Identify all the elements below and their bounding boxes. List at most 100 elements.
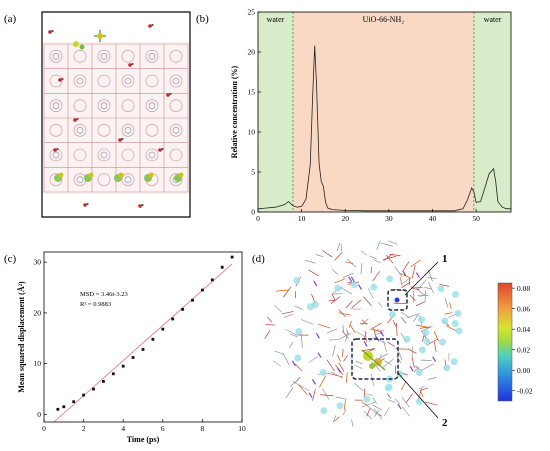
amine-group bbox=[415, 272, 420, 278]
mof-lattice bbox=[43, 43, 189, 193]
framework-bond bbox=[348, 320, 352, 328]
linker-ring bbox=[169, 148, 183, 162]
framework-bond bbox=[444, 312, 453, 315]
zr-cluster bbox=[438, 338, 446, 346]
zr-cluster bbox=[422, 329, 430, 337]
water-oxygen bbox=[58, 78, 62, 82]
zr-cluster bbox=[443, 364, 451, 372]
framework-bond bbox=[410, 259, 421, 268]
linker-ring bbox=[145, 99, 159, 113]
framework-bond bbox=[282, 353, 290, 366]
framework-bond bbox=[267, 316, 272, 323]
water-hydrogen bbox=[121, 137, 124, 141]
water-oxygen bbox=[148, 24, 152, 28]
framework-bond bbox=[427, 269, 433, 282]
cluster-node bbox=[100, 52, 108, 60]
zr-cluster bbox=[418, 346, 426, 354]
framework-bond bbox=[417, 279, 427, 290]
framework-bond bbox=[304, 259, 316, 264]
framework-bond bbox=[342, 409, 347, 416]
x-ticks-c: 0 2 4 6 8 10 bbox=[42, 419, 246, 433]
y-tick-label-b: 25 bbox=[248, 8, 256, 17]
fit-line bbox=[53, 263, 233, 423]
framework-bond bbox=[298, 384, 308, 396]
framework-bond bbox=[328, 299, 337, 302]
framework-bond bbox=[343, 400, 346, 411]
framework-bond bbox=[400, 380, 407, 391]
msd-point bbox=[230, 255, 234, 259]
highlight-box-1 bbox=[387, 289, 408, 311]
highlight-molecule-2 bbox=[361, 349, 386, 371]
cluster-node bbox=[172, 126, 180, 134]
colorbar-tick-label: 0.04 bbox=[517, 325, 530, 334]
linker-ring bbox=[97, 49, 111, 63]
framework-bond bbox=[433, 331, 439, 342]
x-tick-label-b: 20 bbox=[341, 214, 349, 223]
framework-bond bbox=[319, 375, 326, 388]
framework-bond bbox=[363, 332, 367, 339]
adsorbed-species bbox=[88, 172, 94, 178]
colorbar: 0.08 0.06 0.04 0.02 0.00 -0.02 bbox=[497, 282, 533, 402]
framework-bond bbox=[402, 406, 410, 417]
plot-frame-b bbox=[257, 11, 512, 213]
msd-points bbox=[56, 255, 234, 411]
framework-bond bbox=[427, 377, 437, 380]
water-hydrogen bbox=[61, 77, 64, 81]
amine-group bbox=[363, 341, 368, 347]
framework-bond bbox=[355, 330, 367, 338]
framework-bond bbox=[424, 290, 426, 303]
amine-group bbox=[311, 379, 316, 385]
water-hydrogen bbox=[76, 117, 79, 121]
framework-bond bbox=[322, 387, 330, 400]
msd-point bbox=[82, 393, 85, 397]
framework-bond bbox=[371, 360, 381, 372]
framework-bond bbox=[331, 269, 339, 275]
amine-group bbox=[432, 356, 437, 362]
y-tick-label-c: 10 bbox=[34, 359, 42, 368]
framework-bond bbox=[420, 387, 429, 391]
framework-bond bbox=[439, 283, 449, 287]
framework-bond bbox=[342, 324, 344, 332]
water-oxygen bbox=[138, 204, 142, 208]
msd-point bbox=[191, 298, 194, 302]
framework-bond bbox=[369, 322, 382, 331]
framework-bond bbox=[334, 416, 340, 422]
framework-bond bbox=[406, 313, 418, 319]
msd-point bbox=[72, 400, 76, 404]
zr-cluster bbox=[311, 301, 319, 309]
msd-point bbox=[111, 372, 115, 376]
annotation-1: 1 bbox=[442, 253, 448, 265]
colorbar-tick-label: -0.02 bbox=[517, 387, 533, 396]
framework-bond bbox=[320, 394, 334, 396]
framework-bond bbox=[364, 330, 368, 343]
panel-d-label: (d) bbox=[252, 253, 265, 265]
framework-bond bbox=[345, 300, 353, 309]
linker-ring bbox=[97, 99, 111, 113]
panel-a-structure bbox=[41, 11, 191, 218]
framework-bond bbox=[295, 363, 303, 372]
framework-bond bbox=[363, 296, 372, 306]
framework-bond bbox=[326, 359, 335, 372]
framework-bond bbox=[387, 393, 392, 399]
framework-bond bbox=[346, 372, 348, 383]
framework-bond bbox=[405, 393, 413, 404]
zr-cluster bbox=[455, 327, 463, 335]
pointer-line-2 bbox=[397, 372, 439, 419]
zr-cluster bbox=[294, 354, 302, 362]
framework-bond bbox=[365, 393, 373, 396]
framework-bond bbox=[312, 388, 316, 401]
framework-bond bbox=[415, 301, 425, 307]
region-water-right bbox=[473, 12, 511, 212]
framework-bond bbox=[336, 396, 348, 400]
zr-cluster bbox=[388, 310, 396, 318]
framework-bond bbox=[374, 410, 380, 417]
framework-bond bbox=[272, 360, 282, 367]
solute-molecule bbox=[73, 30, 106, 50]
colorbar-tick-label: 0.08 bbox=[517, 284, 530, 293]
y-ticks-c: 0 10 20 30 bbox=[34, 258, 47, 419]
framework-bond bbox=[366, 407, 371, 417]
framework-bond bbox=[401, 281, 411, 289]
plot-frame-c bbox=[43, 251, 243, 423]
cluster-node bbox=[100, 102, 108, 110]
